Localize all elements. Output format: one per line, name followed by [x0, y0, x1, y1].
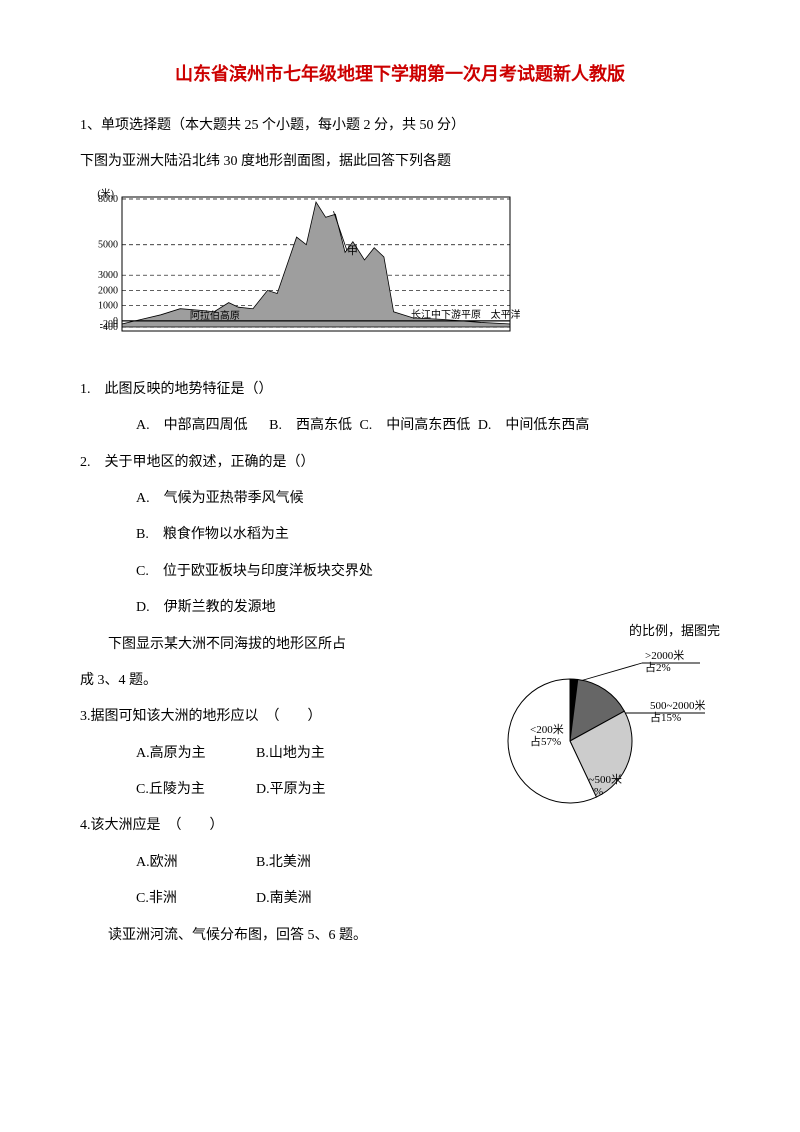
q1-b: B. 西高东低 [269, 408, 352, 444]
q4-c: C.非洲 [136, 881, 256, 917]
q1-c: C. 中间高东西低 [359, 408, 470, 444]
q4-options-row1: A.欧洲 B.北美洲 [80, 845, 470, 881]
q4-options-row2: C.非洲 D.南美洲 [80, 881, 470, 917]
intro-2a: 下图显示某大洲不同海拔的地形区所占 [108, 637, 346, 652]
svg-text:5000: 5000 [98, 239, 118, 250]
q4-stem: 4.该大洲应是 （ ） [80, 808, 470, 844]
intro-2-line2: 成 3、4 题。 [80, 663, 470, 699]
section-header: 1、单项选择题（本大题共 25 个小题，每小题 2 分，共 50 分） [80, 108, 720, 144]
q1-d: D. 中间低东西高 [478, 408, 590, 444]
pie-svg: >2000米占2%500~2000米占15%200~500米占26%<200米占… [480, 641, 720, 831]
q3-options-row2: C.丘陵为主 D.平原为主 [80, 772, 470, 808]
q3-stem: 3.据图可知该大洲的地形应以 （ ） [80, 699, 470, 735]
svg-text:2000: 2000 [98, 285, 118, 296]
intro-2b: 的比例，据图完 [480, 621, 720, 642]
svg-text:<200米: <200米 [530, 723, 564, 736]
svg-text:1000: 1000 [98, 300, 118, 311]
profile-svg: 800050003000200010000-200-400(米)阿拉伯高原甲长江… [80, 187, 520, 347]
svg-text:阿拉伯高原: 阿拉伯高原 [190, 309, 240, 322]
intro-3: 读亚洲河流、气候分布图，回答 5、6 题。 [80, 918, 470, 954]
svg-text:占57%: 占57% [530, 734, 561, 748]
q3-c: C.丘陵为主 [136, 772, 256, 808]
intro-1: 下图为亚洲大陆沿北纬 30 度地形剖面图，据此回答下列各题 [80, 144, 720, 180]
q3-b: B.山地为主 [256, 736, 376, 772]
q4-d: D.南美洲 [256, 881, 376, 917]
q1-a: A. 中部高四周低 [136, 408, 248, 444]
svg-text:太平洋: 太平洋 [491, 308, 520, 321]
q2-b: B. 粮食作物以水稻为主 [80, 517, 720, 553]
svg-text:占2%: 占2% [645, 660, 671, 674]
svg-text:(米): (米) [97, 187, 114, 200]
svg-text:长江中下游平原: 长江中下游平原 [411, 308, 481, 321]
q1-stem: 1. 此图反映的地势特征是（） [80, 372, 720, 408]
svg-text:3000: 3000 [98, 270, 118, 281]
svg-text:-400: -400 [100, 322, 118, 333]
q2-a: A. 气候为亚热带季风气候 [80, 481, 720, 517]
q4-a: A.欧洲 [136, 845, 256, 881]
q1-options: A. 中部高四周低 B. 西高东低 C. 中间高东西低 D. 中间低东西高 [80, 408, 720, 444]
intro-2-line1: 下图显示某大洲不同海拔的地形区所占 [80, 627, 470, 663]
profile-chart: 800050003000200010000-200-400(米)阿拉伯高原甲长江… [80, 187, 720, 352]
page-title: 山东省滨州市七年级地理下学期第一次月考试题新人教版 [80, 60, 720, 86]
q2-stem: 2. 关于甲地区的叙述，正确的是（） [80, 445, 720, 481]
q3-options-row1: A.高原为主 B.山地为主 [80, 736, 470, 772]
q4-b: B.北美洲 [256, 845, 376, 881]
svg-text:甲: 甲 [347, 245, 358, 257]
svg-text:占15%: 占15% [650, 710, 681, 724]
svg-text:500~2000米: 500~2000米 [650, 699, 705, 712]
q2-c: C. 位于欧亚板块与印度洋板块交界处 [80, 554, 720, 590]
pie-chart-container: 的比例，据图完 >2000米占2%500~2000米占15%200~500米占2… [480, 621, 720, 837]
q3-d: D.平原为主 [256, 772, 376, 808]
svg-text:>2000米: >2000米 [645, 649, 684, 662]
q3-a: A.高原为主 [136, 736, 256, 772]
